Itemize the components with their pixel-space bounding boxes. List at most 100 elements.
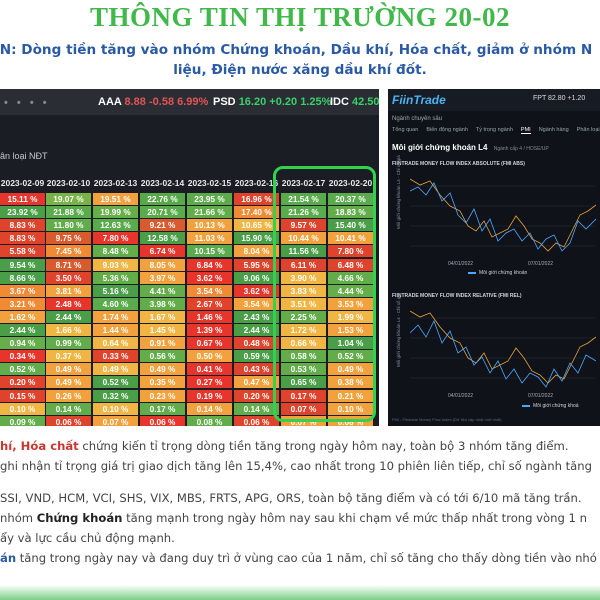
heatmap-cell: 0.91 %: [140, 337, 185, 350]
fmi-abs-chart-title: FIINTRADE MONEY FLOW INDEX ABSOLUTE (FMI…: [392, 161, 525, 167]
heatmap-cell: 0.49 %: [93, 363, 138, 376]
heatmap-cell: 0.43 %: [234, 363, 279, 376]
heatmap-cell: 0.49 %: [46, 376, 91, 389]
heatmap-cell: 1.74 %: [93, 310, 138, 323]
breadcrumb[interactable]: Ngành chuyên sâu: [392, 116, 443, 122]
heatmap-cell: 2.44 %: [234, 324, 279, 336]
heatmap-cell: 1.62 %: [0, 310, 45, 323]
heatmap-cell: 0.14 %: [234, 402, 279, 415]
section-subtitle: Ngành cấp 4 / HOSE/UP: [493, 146, 549, 152]
ticker-item-psd[interactable]: PSD 16.20 +0.20 1.25%: [213, 96, 331, 108]
fmi-abs-chart: [410, 178, 596, 252]
highlight-sector: hí, Hóa chất: [0, 439, 79, 453]
heatmap-cell: 10.65 %: [234, 219, 279, 232]
heatmap-date-header[interactable]: 2023-02-10: [46, 178, 91, 188]
heatmap-cell: 9.54 %: [0, 258, 45, 271]
ticker-item-aaa[interactable]: AAA 8.88 -0.58 6.99%: [98, 96, 208, 108]
heatmap-cell: 0.58 %: [281, 350, 326, 363]
heatmap-date-header[interactable]: 2023-02-15: [187, 178, 232, 188]
fmi-rel-date-1: 04/01/2022: [448, 393, 474, 399]
heatmap-cell: 12.58 %: [140, 232, 185, 245]
heatmap-date-header[interactable]: 2023-02-14: [140, 178, 185, 188]
heatmap-panel: • • • • AAA 8.88 -0.58 6.99% PSD 16.20 +…: [0, 89, 379, 426]
heatmap-date-header[interactable]: 2023-02-17: [281, 178, 326, 188]
heatmap-cell: 5.95 %: [234, 258, 279, 271]
heatmap-cell: 0.34 %: [0, 350, 45, 363]
heatmap-cell: 0.50 %: [187, 350, 232, 363]
tab-5[interactable]: Phân loại NĐT: [576, 127, 600, 133]
tab-4[interactable]: Ngành hàng: [538, 127, 569, 133]
heatmap-cell: 0.47 %: [234, 376, 279, 389]
paragraph-line-4: nhóm Chứng khoán tăng mạnh trong ngày hô…: [0, 509, 600, 529]
heatmap-cell: 0.49 %: [140, 363, 185, 376]
heatmap-cell: 0.32 %: [93, 389, 138, 402]
fmi-abs-legend[interactable]: Môi giới chứng khoán: [468, 270, 527, 276]
heatmap-cell: 3.51 %: [281, 297, 326, 310]
heatmap-cell: 1.72 %: [281, 324, 326, 336]
heatmap-cell: 2.44 %: [46, 310, 91, 323]
heatmap-cell: 9.06 %: [234, 271, 279, 284]
heatmap-cell: 0.06 %: [234, 415, 279, 426]
page-title: THÔNG TIN THỊ TRƯỜNG 20-02: [89, 2, 511, 32]
heatmap-cell: 0.48 %: [234, 337, 279, 350]
heatmap-cell: 3.62 %: [234, 284, 279, 297]
highlight-frame: [273, 166, 376, 422]
line-text: nhóm: [0, 511, 37, 525]
paragraph-line-5: ẩy và lực cầu chủ động mạnh.: [0, 531, 175, 545]
heatmap-cell: 3.54 %: [234, 297, 279, 310]
heatmap-cell: 4.44 %: [328, 284, 373, 297]
fmi-rel-ylabel: Môi giới chứng khoán L4 - Chỉ số giá: [396, 293, 401, 367]
heatmap-cell: 2.43 %: [234, 310, 279, 323]
tab-1[interactable]: Biến động ngành: [426, 127, 468, 133]
tab-3[interactable]: PMI: [520, 127, 531, 134]
fmi-abs-price-line: [410, 178, 596, 252]
heatmap-cell: 0.41 %: [187, 363, 232, 376]
heatmap-cell: 3.62 %: [187, 271, 232, 284]
ticker-bar: • • • • AAA 8.88 -0.58 6.99% PSD 16.20 +…: [0, 89, 379, 115]
heatmap-cell: 1.66 %: [46, 324, 91, 336]
heatmap-cell: 0.10 %: [328, 402, 373, 415]
heatmap-cell: 5.36 %: [93, 271, 138, 284]
heatmap-date-header[interactable]: 2023-02-09: [0, 178, 45, 188]
fmi-rel-legend[interactable]: Môi giới chứng khoá: [522, 403, 579, 409]
heatmap-cell: 0.10 %: [93, 402, 138, 415]
heatmap-cell: 7.45 %: [46, 245, 91, 258]
heatmap-cell: 10.13 %: [187, 219, 232, 232]
heatmap-date-header[interactable]: 2023-02-16: [234, 178, 279, 188]
heatmap-date-header[interactable]: 2023-02-13: [93, 178, 138, 188]
fmi-rel-price-line: [410, 310, 596, 384]
heatmap-cell: 17.40 %: [234, 206, 279, 219]
heatmap-cell: 0.33 %: [93, 350, 138, 363]
heatmap-cell: 2.48 %: [46, 297, 91, 310]
fpt-quote[interactable]: FPT 82.80 +1.20: [533, 95, 586, 102]
heatmap-cell: 21.66 %: [187, 206, 232, 219]
page-subtitle: N: Dòng tiền tăng vào nhóm Chứng khoán, …: [0, 40, 600, 80]
fiintrade-topbar: FiinTrade FPT 82.80 +1.20: [388, 89, 600, 111]
section-title-text: Môi giới chứng khoán L4: [392, 143, 488, 152]
heatmap-cell: 6.11 %: [281, 258, 326, 271]
heatmap-cell: 3.50 %: [46, 271, 91, 284]
heatmap-cell: 22.76 %: [140, 193, 185, 205]
heatmap-cell: 0.17 %: [281, 389, 326, 402]
heatmap-cell: 15.40 %: [328, 219, 373, 232]
ticker-item-idc[interactable]: IDC 42.50: [330, 96, 379, 108]
heatmap-cell: 6.48 %: [328, 258, 373, 271]
heatmap-cell: 0.15 %: [0, 389, 45, 402]
fmi-abs-ylabel: Môi giới chứng khoán L4 - Chỉ số giá: [396, 155, 401, 229]
heatmap-cell: 0.21 %: [328, 389, 373, 402]
heatmap-cell: 4.41 %: [140, 284, 185, 297]
heatmap-cell: 0.52 %: [0, 363, 45, 376]
fmi-rel-flow-line: [410, 319, 596, 388]
heatmap-date-header[interactable]: 2023-02-20: [328, 178, 373, 188]
heatmap-cell: 0.20 %: [0, 376, 45, 389]
heatmap-cell: 21.26 %: [281, 206, 326, 219]
heatmap-cell: 0.94 %: [0, 337, 45, 350]
fiintrade-logo: FiinTrade: [392, 93, 446, 107]
tab-0[interactable]: Tổng quan: [392, 127, 419, 133]
heatmap-cell: 0.56 %: [140, 350, 185, 363]
heatmap-cell: 1.04 %: [328, 337, 373, 350]
heatmap-cell: 21.88 %: [46, 206, 91, 219]
heatmap-cell: 0.66 %: [281, 337, 326, 350]
heatmap-cell: 15.90 %: [234, 232, 279, 245]
tab-2[interactable]: Tỷ trọng ngành: [475, 127, 513, 133]
